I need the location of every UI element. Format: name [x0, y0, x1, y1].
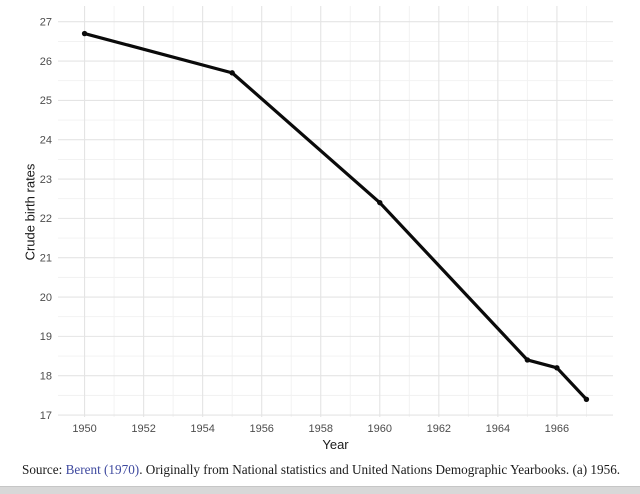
x-tick-label: 1950 [72, 423, 96, 435]
y-tick-label: 22 [40, 213, 52, 225]
caption-prefix: Source: [22, 462, 66, 477]
data-point [524, 357, 531, 363]
series-line [82, 31, 589, 401]
data-point [81, 30, 88, 37]
x-tick-label: 1964 [486, 423, 510, 435]
y-tick-label: 27 [40, 16, 52, 28]
x-tick-label: 1952 [131, 423, 155, 435]
y-tick-label: 23 [40, 174, 52, 186]
citation-link[interactable]: Berent (1970) [65, 462, 140, 477]
birth-rate-line-chart: 17 18 19 20 21 22 23 24 25 26 27 1950 1952 1954 1956 19… [40, 6, 613, 435]
x-tick-label: 1954 [190, 423, 214, 435]
y-tick-label: 20 [40, 292, 52, 304]
x-tick-label: 1956 [249, 423, 273, 435]
y-tick-label: 17 [40, 410, 52, 422]
x-tick-label: 1962 [427, 423, 451, 435]
x-tick-label: 1966 [545, 423, 569, 435]
y-tick-label: 19 [40, 331, 52, 343]
x-tick-label: 1958 [308, 423, 332, 435]
caption-suffix: . Originally from National statistics an… [139, 462, 621, 477]
y-tick-label: 25 [40, 95, 52, 107]
y-axis-title: Crude birth rates [22, 163, 38, 261]
data-point [229, 70, 235, 76]
y-tick-label: 21 [40, 252, 52, 264]
source-caption: Source: Berent (1970). Originally from N… [22, 462, 634, 478]
data-point [583, 396, 590, 403]
x-axis-title: Year [322, 437, 349, 452]
y-tick-label: 24 [40, 134, 52, 146]
page-bottom-edge [0, 486, 640, 494]
data-point [377, 199, 383, 206]
x-tick-label: 1960 [368, 423, 392, 435]
y-tick-label: 18 [40, 370, 52, 382]
y-tick-label: 26 [40, 56, 52, 68]
data-point [554, 365, 560, 371]
